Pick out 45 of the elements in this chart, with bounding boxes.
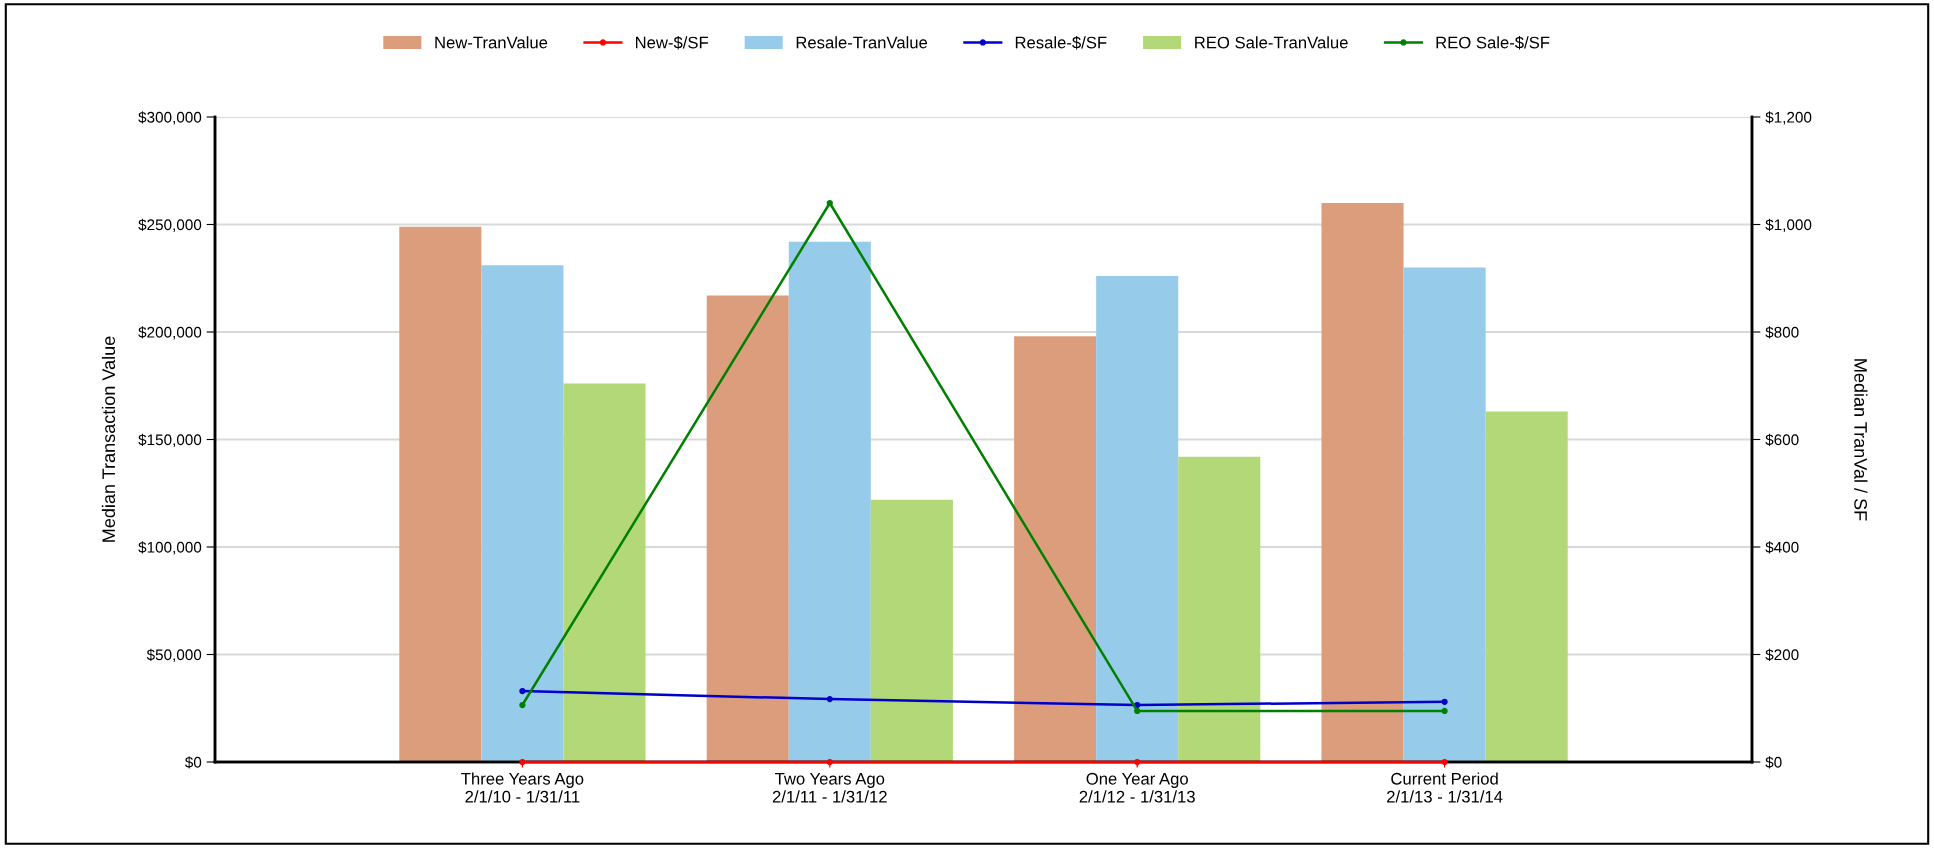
y2-tick-label: $0 — [1765, 756, 1782, 769]
legend-label: New-$/SF — [635, 35, 709, 50]
bar — [563, 383, 646, 762]
bar — [399, 226, 482, 762]
y-tick-label: $200,000 — [138, 326, 202, 340]
bar — [481, 265, 564, 762]
bar — [1485, 411, 1568, 762]
point — [519, 687, 526, 695]
legend-label: REO Sale-$/SF — [1436, 35, 1550, 50]
y-tick-label: $0 — [184, 756, 202, 769]
point — [826, 199, 833, 207]
y2-tick-label: $1,000 — [1765, 218, 1812, 232]
bar — [870, 499, 953, 762]
bar — [1014, 336, 1097, 762]
y-tick-label: $100,000 — [138, 541, 202, 555]
bar — [1178, 456, 1261, 762]
y-tick-label: $150,000 — [138, 433, 202, 447]
bar — [1403, 267, 1486, 762]
x-tick-label: Current Period 2/1/13 - 1/31/14 — [1387, 772, 1503, 803]
y2-tick-label: $800 — [1765, 326, 1799, 339]
point — [519, 701, 526, 709]
y2-tick-label: $1,200 — [1765, 111, 1812, 125]
x-tick-label: Two Years Ago 2/1/11 - 1/31/12 — [772, 773, 887, 803]
legend-label: New-TranValue — [435, 36, 548, 49]
point — [826, 695, 833, 703]
legend-label: REO Sale-TranValue — [1195, 36, 1348, 49]
point — [1441, 707, 1448, 715]
x-tick-label: Three Years Ago 2/1/10 - 1/31/11 — [461, 772, 584, 803]
y-tick-label: $300,000 — [138, 111, 202, 125]
bar — [706, 295, 789, 762]
x-tick-label: One Year Ago 2/1/12 - 1/31/13 — [1079, 772, 1195, 803]
y2-tick-label: $400 — [1765, 541, 1799, 554]
point — [1441, 698, 1448, 705]
legend-label: Resale-$/SF — [1015, 35, 1107, 50]
bar — [1096, 276, 1179, 762]
point — [1134, 707, 1141, 715]
y2-axis-title: Median TranVal / SF — [1854, 359, 1868, 521]
bar — [1321, 203, 1404, 762]
bar — [788, 241, 871, 762]
y-axis-title: Median Transaction Value — [101, 336, 116, 542]
y2-tick-label: $200 — [1765, 648, 1799, 662]
y-tick-label: $250,000 — [138, 218, 202, 232]
y-tick-label: $50,000 — [146, 648, 202, 662]
legend-label: Resale-TranValue — [796, 36, 928, 49]
y2-tick-label: $600 — [1765, 433, 1799, 447]
